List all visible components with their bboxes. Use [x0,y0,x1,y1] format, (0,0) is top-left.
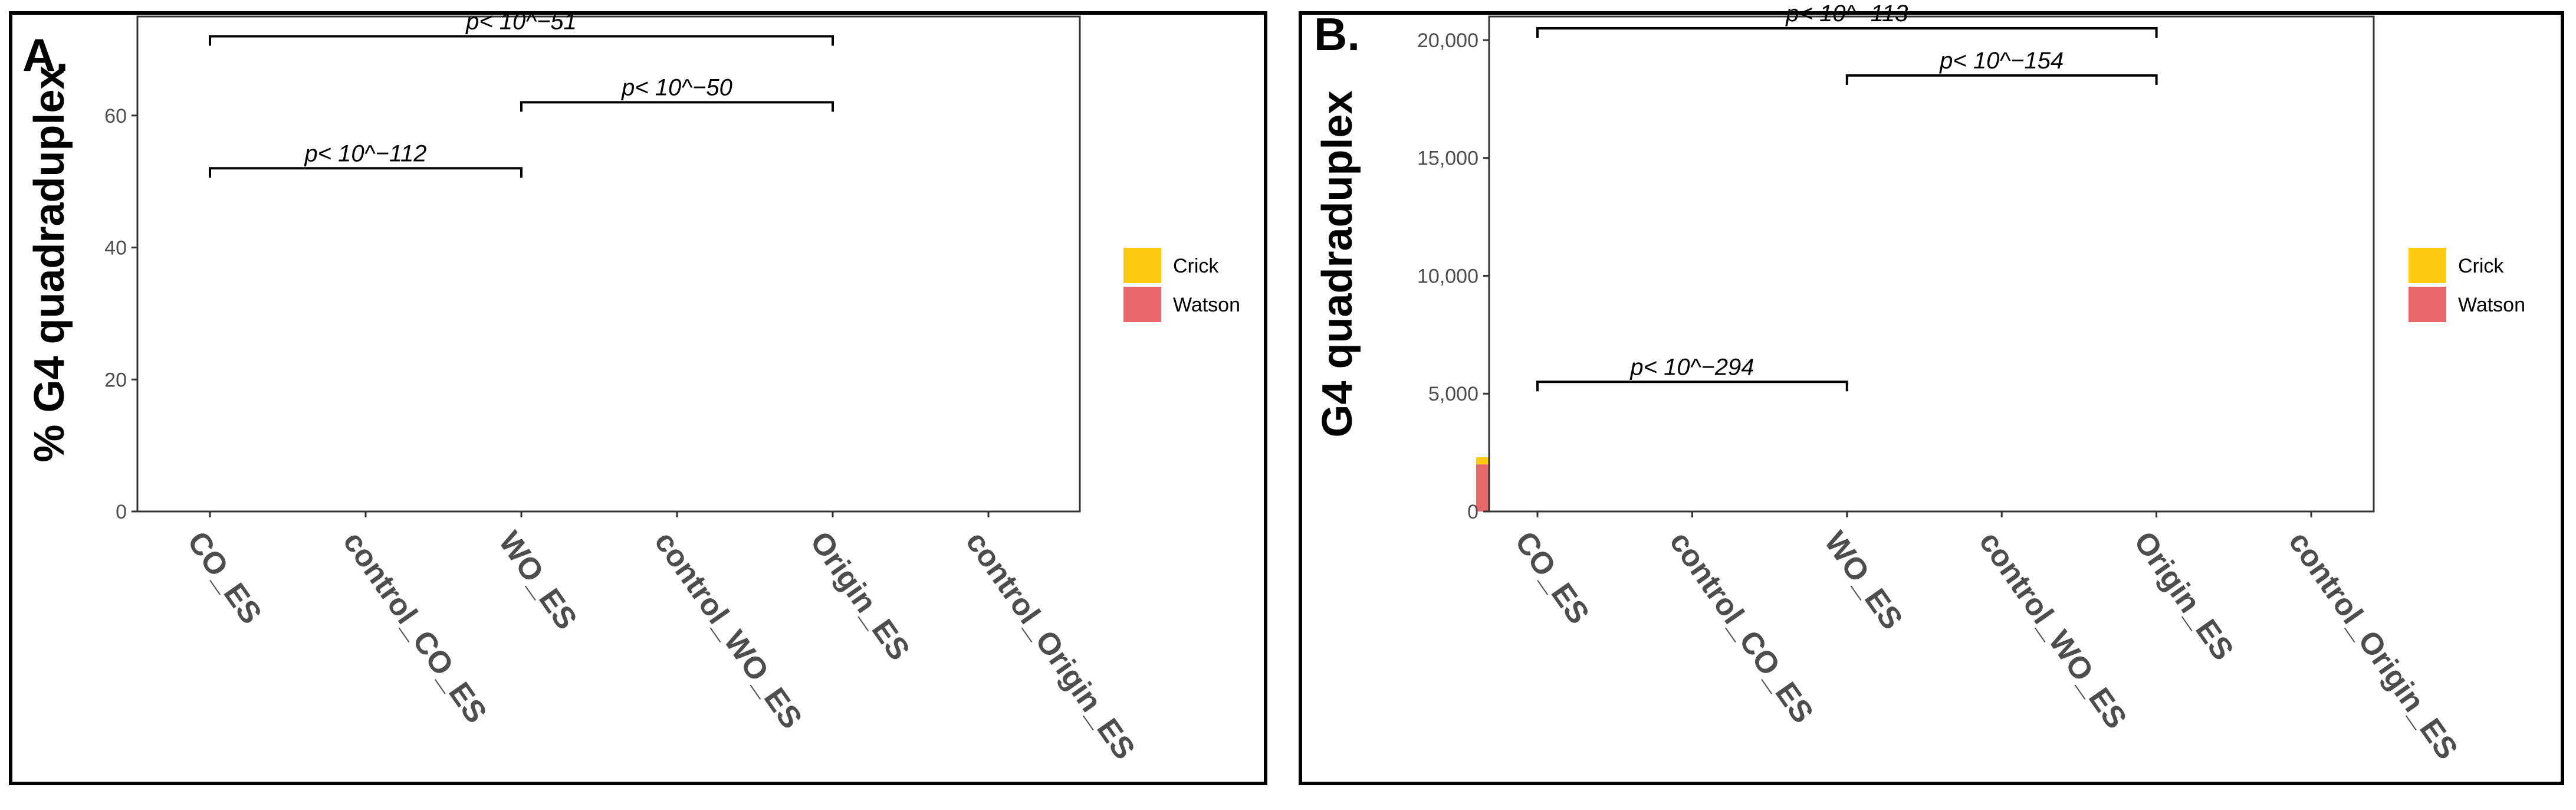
plot-border [1488,15,2375,513]
y-tick-label: 15,000 [1417,147,1478,170]
panel-label: B. [1314,8,1360,60]
significance-bracket [1536,27,2158,38]
significance-label: p< 10^−51 [465,9,577,35]
legend-label-watson: Watson [2458,294,2525,316]
significance-label: p< 10^−112 [304,140,426,166]
legend: Crick Watson [2409,248,2525,322]
significance-label: p< 10^−113 [1785,1,1908,27]
y-tick-label: 10,000 [1417,265,1478,287]
legend-label-crick: Crick [2458,255,2504,277]
y-tick-label: 20,000 [1417,29,1478,52]
panel-label: A. [22,29,68,81]
significance-label: p< 10^−154 [1939,48,2064,74]
significance-bracket [520,101,834,112]
y-tick-label: 60 [104,105,127,127]
plot-border [136,15,1081,513]
significance-bracket [209,35,834,46]
legend-swatch-watson [2409,287,2446,322]
legend-label-crick: Crick [1173,255,1219,277]
legend-swatch-watson [1123,287,1161,322]
y-tick-label: 5,000 [1428,383,1478,405]
legend: Crick Watson [1123,248,1240,322]
y-tick-label: 40 [104,237,127,260]
y-axis-title: G4 quadraduplex [1314,90,1361,437]
legend-label-watson: Watson [1173,294,1240,316]
y-axis-title: % G4 quadraduplex [26,65,73,462]
y-tick-label: 20 [104,369,127,391]
significance-bracket [1845,74,2158,85]
significance-bracket [1536,381,1848,392]
significance-label: p< 10^−294 [1629,354,1754,380]
y-tick-label: 0 [1467,501,1478,523]
significance-bracket [209,167,523,178]
significance-label: p< 10^−50 [621,74,732,100]
legend-swatch-crick [1123,248,1161,283]
legend-swatch-crick [2409,248,2446,283]
y-tick-label: 0 [116,501,127,523]
